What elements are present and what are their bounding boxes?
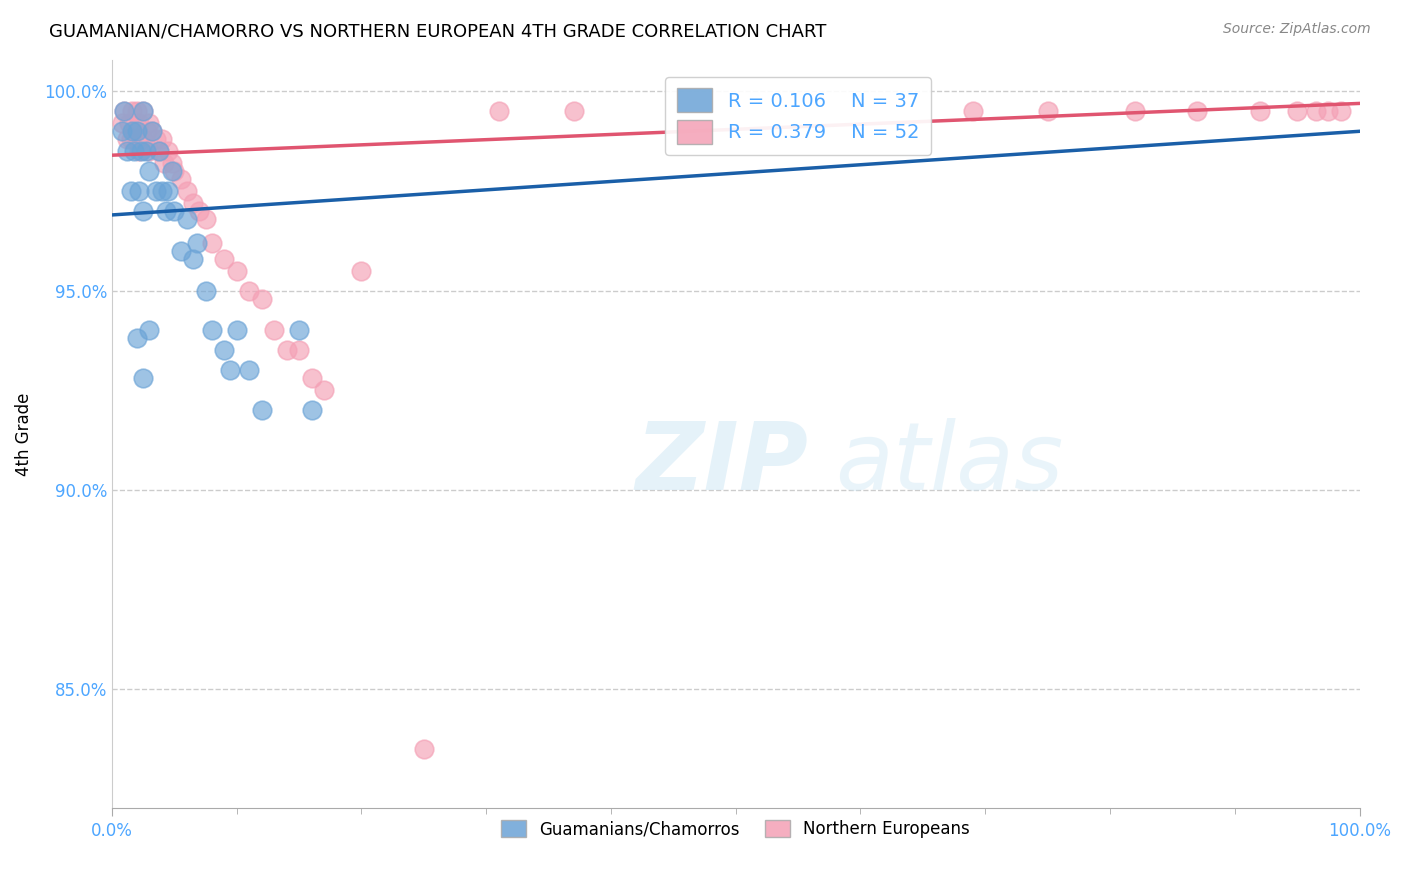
Point [132,104,155,119]
Point [124,145,146,159]
Point [150,184,173,198]
Point [212,343,235,358]
Point [301,371,323,385]
Point [135,124,157,138]
Point [186,235,208,250]
Point [118,116,141,130]
Point [962,104,984,119]
Point [188,204,211,219]
Point [181,196,204,211]
Point [176,184,198,198]
Point [219,363,242,377]
Point [250,292,273,306]
Point [238,284,260,298]
Point [169,172,191,186]
Point [132,371,155,385]
Point [412,741,434,756]
Point [125,132,148,146]
Point [201,323,224,337]
Point [115,132,138,146]
Point [150,132,173,146]
Point [176,211,198,226]
Point [157,184,180,198]
Point [1317,104,1340,119]
Point [138,164,160,178]
Point [301,403,323,417]
Point [141,124,163,138]
Point [121,104,143,119]
Point [1123,104,1146,119]
Point [138,116,160,130]
Point [138,323,160,337]
Point [350,263,373,277]
Point [1187,104,1209,119]
Text: GUAMANIAN/CHAMORRO VS NORTHERN EUROPEAN 4TH GRADE CORRELATION CHART: GUAMANIAN/CHAMORRO VS NORTHERN EUROPEAN … [49,22,827,40]
Point [114,104,136,119]
Point [163,164,186,178]
Point [312,383,335,397]
Point [1036,104,1059,119]
Point [194,284,217,298]
Text: atlas: atlas [835,418,1064,509]
Point [288,343,311,358]
Point [201,235,224,250]
Legend: Guamanians/Chamorros, Northern Europeans: Guamanians/Chamorros, Northern Europeans [495,814,977,845]
Point [225,263,247,277]
Point [163,204,186,219]
Point [121,124,143,138]
Point [276,343,298,358]
Point [138,145,160,159]
Point [181,252,204,266]
Point [153,156,176,170]
Point [124,124,146,138]
Point [148,145,170,159]
Point [155,204,177,219]
Point [225,323,247,337]
Point [157,145,180,159]
Point [145,184,167,198]
Text: Source: ZipAtlas.com: Source: ZipAtlas.com [1223,22,1371,37]
Point [128,116,150,130]
Point [288,323,311,337]
Point [250,403,273,417]
Text: ZIP: ZIP [636,418,808,510]
Point [141,124,163,138]
Point [238,363,260,377]
Point [1249,104,1271,119]
Point [160,156,183,170]
Point [135,145,157,159]
Point [132,104,155,119]
Point [111,116,134,130]
Point [488,104,510,119]
Point [111,124,134,138]
Point [132,132,155,146]
Point [1286,104,1309,119]
Point [148,145,170,159]
Point [160,164,183,178]
Point [114,104,136,119]
Point [1305,104,1327,119]
Point [169,244,191,258]
Point [120,132,142,146]
Point [115,145,138,159]
Point [145,132,167,146]
Point [125,331,148,345]
Point [128,184,150,198]
Y-axis label: 4th Grade: 4th Grade [15,392,32,475]
Point [263,323,285,337]
Point [212,252,235,266]
Point [125,124,148,138]
Point [562,104,585,119]
Point [194,211,217,226]
Point [1330,104,1353,119]
Point [129,145,152,159]
Point [128,145,150,159]
Point [120,184,142,198]
Point [125,104,148,119]
Point [132,204,155,219]
